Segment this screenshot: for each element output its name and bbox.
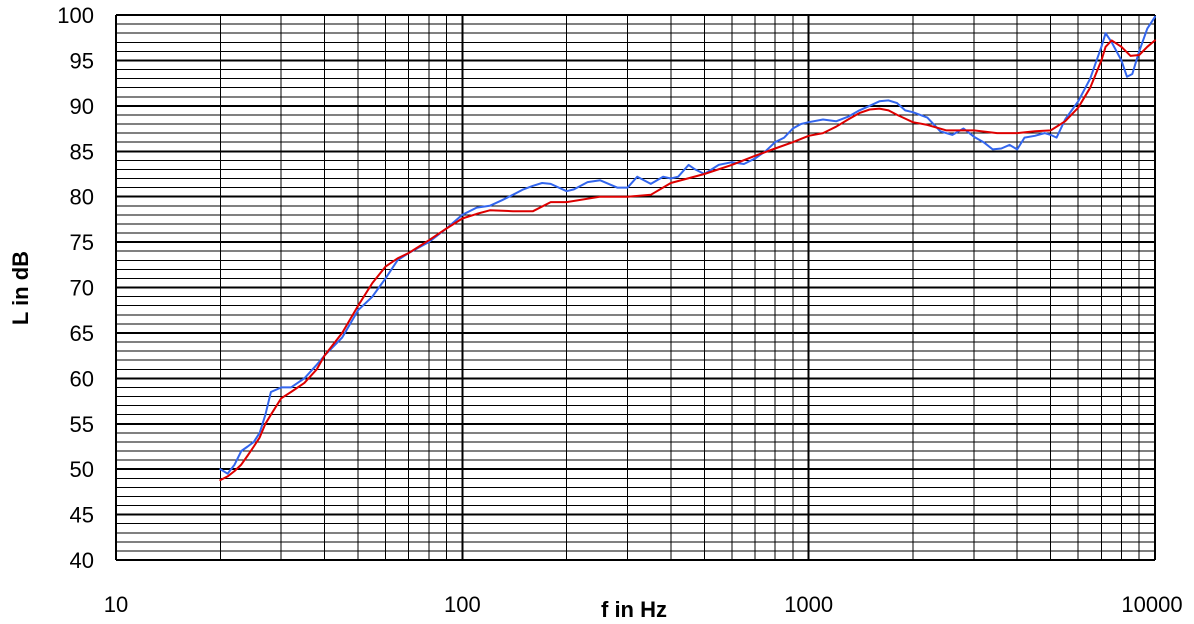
y-tick-label: 100: [57, 3, 94, 28]
x-tick-label: 10000: [1121, 592, 1182, 617]
y-axis-title: L in dB: [8, 251, 33, 325]
y-tick-label: 45: [70, 503, 94, 528]
y-tick-label: 70: [70, 276, 94, 301]
x-tick-label: 10: [104, 592, 128, 617]
y-tick-label: 90: [70, 94, 94, 119]
y-tick-label: 40: [70, 548, 94, 573]
x-tick-label: 1000: [784, 592, 833, 617]
y-tick-label: 85: [70, 139, 94, 164]
y-tick-label: 95: [70, 48, 94, 73]
y-tick-label: 80: [70, 185, 94, 210]
x-tick-labels: 10 100 1000 10000: [104, 592, 1183, 617]
major-gridlines: [115, 14, 1156, 561]
y-tick-labels: 40 45 50 55 60 65 70 75 80 85 90 95 100: [57, 3, 94, 573]
y-tick-label: 65: [70, 321, 94, 346]
series-line-2: [219, 39, 1156, 482]
series-layer: [219, 15, 1156, 482]
y-tick-label: 75: [70, 230, 94, 255]
series-line-1: [219, 15, 1156, 475]
y-tick-label: 60: [70, 366, 94, 391]
x-axis-title: f in Hz: [601, 597, 667, 622]
y-tick-label: 50: [70, 457, 94, 482]
y-tick-label: 55: [70, 412, 94, 437]
x-tick-label: 100: [444, 592, 481, 617]
